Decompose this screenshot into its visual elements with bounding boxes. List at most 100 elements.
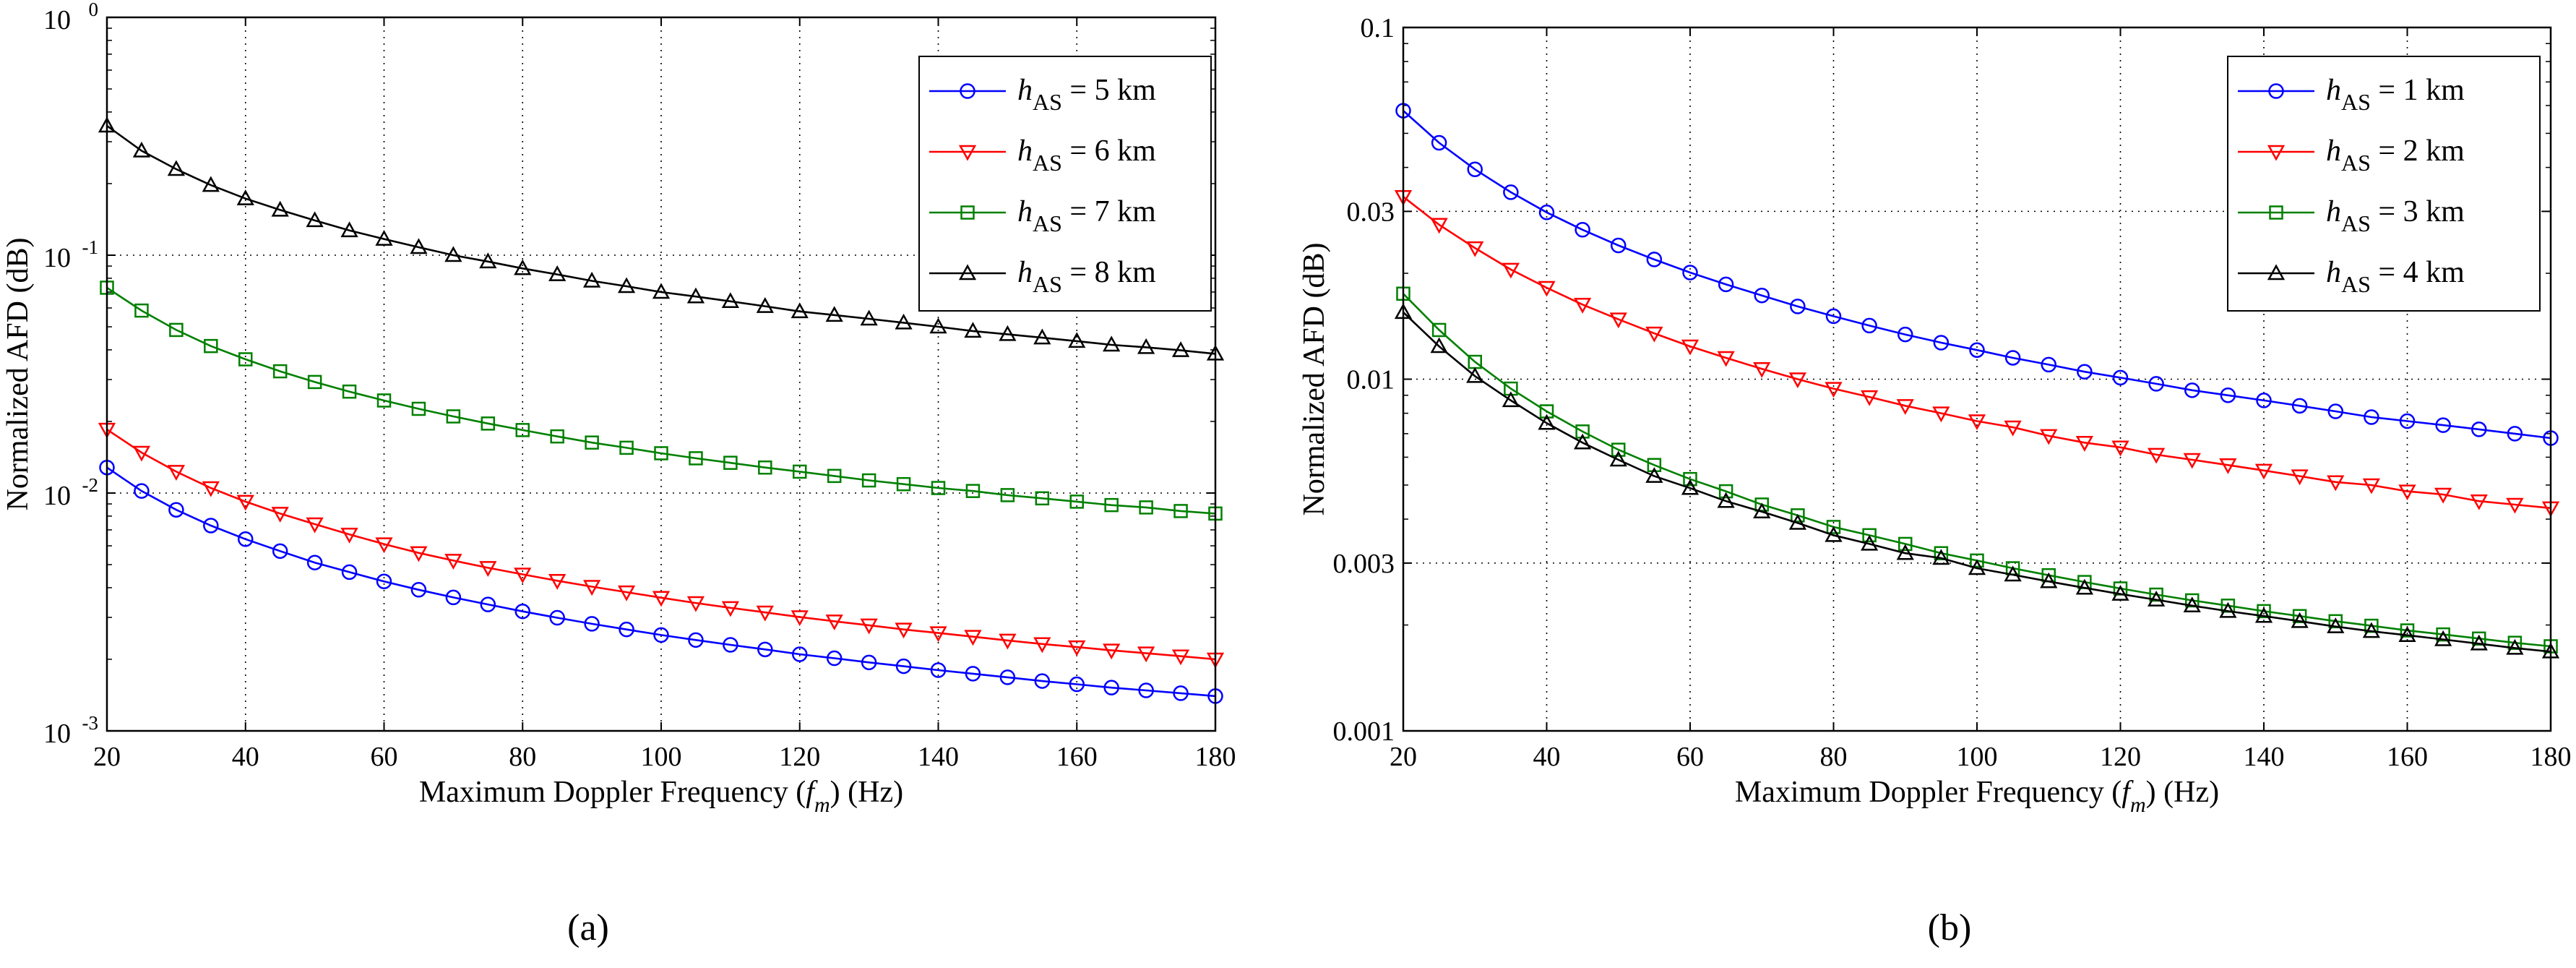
y-tick-base: 10: [43, 481, 71, 511]
data-point: [617, 585, 636, 601]
data-point: [1538, 205, 1555, 220]
data-point: [1503, 184, 1519, 200]
data-point: [514, 603, 530, 620]
data-point: [444, 554, 462, 570]
data-point: [999, 669, 1016, 685]
data-point: [514, 567, 532, 584]
legend-rest: = 7 km: [1062, 195, 1156, 228]
data-point: [1647, 458, 1662, 473]
data-point: [617, 277, 636, 294]
data-point: [132, 141, 151, 158]
data-point: [792, 646, 808, 662]
data-point: [479, 561, 497, 577]
data-point: [999, 633, 1017, 650]
data-point: [654, 446, 668, 461]
data-point: [202, 176, 220, 192]
data-point: [619, 440, 634, 455]
legend-marker: [2269, 205, 2283, 220]
x-tick-label: 140: [918, 742, 959, 772]
data-point: [2291, 469, 2309, 486]
data-point: [929, 317, 947, 334]
data-point: [1000, 488, 1015, 502]
data-point: [1431, 134, 1447, 151]
data-point: [1933, 335, 1950, 351]
data-point: [2327, 403, 2343, 419]
data-point: [895, 313, 913, 330]
data-point: [2327, 617, 2345, 633]
y-tick-label: 10 0: [43, 0, 98, 35]
data-point: [272, 364, 288, 379]
series-line: [106, 466, 1216, 698]
data-point: [1683, 471, 1697, 487]
data-point: [1103, 680, 1119, 695]
data-point: [1646, 252, 1663, 267]
data-point: [1896, 399, 1914, 415]
data-point: [1068, 640, 1086, 656]
data-point: [1138, 682, 1154, 698]
data-point: [1970, 553, 1984, 568]
data-point: [1788, 372, 1806, 389]
data-point: [1718, 484, 1733, 499]
data-point: [826, 650, 843, 667]
data-point: [1932, 549, 1950, 565]
x-tick-label: 180: [1195, 742, 1236, 772]
data-point: [1137, 338, 1155, 354]
data-point: [2148, 591, 2166, 607]
data-point: [1717, 492, 1735, 508]
data-point: [1753, 502, 1771, 519]
data-point: [2111, 440, 2129, 457]
data-point: [203, 518, 219, 534]
data-point: [2183, 596, 2201, 613]
data-point: [2219, 601, 2237, 618]
data-point: [410, 546, 428, 562]
y-tick-label: 10 -3: [43, 712, 98, 749]
data-point: [2398, 484, 2416, 501]
legend-label: hAS = 4 km: [2326, 256, 2465, 297]
data-point: [1137, 646, 1155, 663]
x-tick-label: 60: [1676, 742, 1704, 772]
data-point: [723, 637, 738, 653]
data-point: [688, 632, 704, 648]
axes-box: [1402, 26, 2552, 732]
data-point: [2183, 453, 2201, 469]
data-point: [238, 352, 253, 367]
data-point: [2362, 622, 2380, 638]
data-point: [375, 537, 393, 554]
series-line: [106, 124, 1216, 355]
legend-marker: [960, 205, 975, 220]
data-point: [2004, 420, 2022, 437]
data-point: [964, 630, 982, 646]
series-1: [1395, 103, 2559, 446]
data-point: [481, 416, 496, 431]
x-tick-label: 40: [1533, 742, 1561, 772]
data-point: [236, 494, 254, 511]
data-point: [1033, 328, 1051, 345]
data-point: [689, 451, 703, 466]
legend-sub: AS: [1033, 150, 1062, 176]
y-tick-exponent: 0: [89, 0, 99, 20]
data-point: [1609, 450, 1627, 467]
data-point: [376, 573, 392, 590]
data-point: [653, 627, 669, 643]
data-point: [2399, 413, 2416, 429]
data-point: [132, 445, 151, 462]
legend-var: h: [1017, 74, 1033, 107]
legend-marker: [960, 83, 975, 99]
data-point: [1139, 500, 1153, 515]
data-point: [1034, 673, 1051, 689]
data-point: [1502, 262, 1520, 279]
data-point: [1862, 528, 1877, 543]
data-point: [757, 641, 773, 658]
data-point: [167, 465, 185, 481]
legend-label: hAS = 8 km: [1017, 256, 1156, 297]
data-point: [202, 481, 220, 497]
data-point: [583, 580, 601, 596]
data-point: [2075, 436, 2093, 452]
data-point: [2472, 631, 2486, 646]
data-point: [2149, 587, 2163, 602]
data-point: [1069, 676, 1085, 693]
data-point: [1932, 406, 1950, 423]
x-tick-label: 100: [1957, 742, 1998, 772]
data-point: [515, 423, 530, 437]
